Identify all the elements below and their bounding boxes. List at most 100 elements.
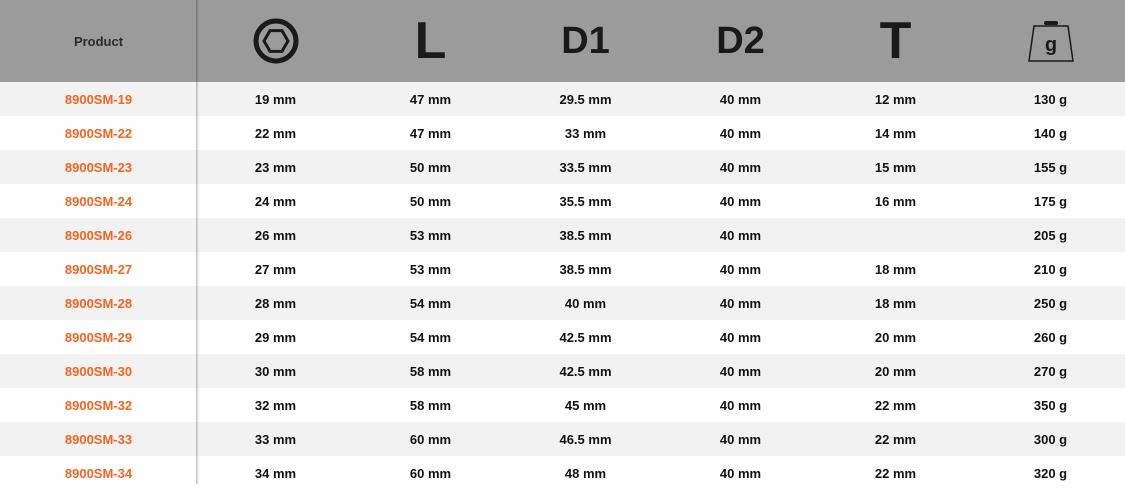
cell-length: 47 mm: [409, 91, 452, 107]
cell-d1: 48 mm: [564, 465, 607, 481]
cell-hex-size: 32 mm: [254, 397, 297, 413]
cell-hex-size: 30 mm: [254, 363, 297, 379]
cell-weight: 320 g: [1033, 465, 1068, 481]
cell-d1: 45 mm: [564, 397, 607, 413]
header-hex-size: [198, 0, 353, 82]
cell-hex-size: 29 mm: [254, 329, 297, 345]
product-link[interactable]: 8900SM-33: [64, 431, 133, 447]
cell-d1: 42.5 mm: [559, 363, 612, 379]
product-link[interactable]: 8900SM-22: [64, 125, 133, 141]
cell-weight: 155 g: [1033, 159, 1068, 175]
cell-length: 60 mm: [409, 465, 452, 481]
header-label-d1: D1: [561, 19, 610, 62]
cell-d2: 40 mm: [719, 261, 762, 277]
header-d1: D1: [508, 0, 663, 82]
cell-length: 50 mm: [409, 193, 452, 209]
product-link[interactable]: 8900SM-32: [64, 397, 133, 413]
cell-d1: 46.5 mm: [559, 431, 612, 447]
cell-t: 14 mm: [874, 125, 917, 141]
cell-weight: 175 g: [1033, 193, 1068, 209]
cell-weight: 270 g: [1033, 363, 1068, 379]
cell-t: 22 mm: [874, 465, 917, 481]
header-label-l: L: [414, 12, 447, 70]
cell-hex-size: 22 mm: [254, 125, 297, 141]
cell-d1: 40 mm: [564, 295, 607, 311]
cell-length: 53 mm: [409, 227, 452, 243]
header-t: T: [818, 0, 973, 82]
weight-icon: g: [1027, 21, 1074, 62]
header-label-d2: D2: [716, 19, 765, 62]
cell-t: 18 mm: [874, 295, 917, 311]
cell-d1: 29.5 mm: [559, 91, 612, 107]
cell-d1: 42.5 mm: [559, 329, 612, 345]
cell-t: 22 mm: [874, 431, 917, 447]
cell-t: 20 mm: [874, 329, 917, 345]
cell-d1: 38.5 mm: [559, 227, 612, 243]
product-link[interactable]: 8900SM-29: [64, 329, 133, 345]
hexagon-socket-icon: [253, 18, 298, 64]
cell-d2: 40 mm: [719, 227, 762, 243]
table-row: 8900SM-30 30 mm 58 mm 42.5 mm 40 mm 20 mm 270 …: [0, 354, 1125, 388]
cell-d1: 33.5 mm: [559, 159, 612, 175]
cell-hex-size: 34 mm: [254, 465, 297, 481]
cell-d2: 40 mm: [719, 431, 762, 447]
table-row: 8900SM-29 29 mm 54 mm 42.5 mm 40 mm 20 mm 260 …: [0, 320, 1125, 354]
cell-weight: 350 g: [1033, 397, 1068, 413]
table-row: 8900SM-22 22 mm 47 mm 33 mm 40 mm 14 mm 140 g: [0, 116, 1125, 150]
cell-d2: 40 mm: [719, 295, 762, 311]
cell-hex-size: 24 mm: [254, 193, 297, 209]
cell-d2: 40 mm: [719, 159, 762, 175]
cell-hex-size: 26 mm: [254, 227, 297, 243]
table-row: 8900SM-23 23 mm 50 mm 33.5 mm 40 mm 15 mm 155 …: [0, 150, 1125, 184]
header-weight: g: [973, 0, 1125, 82]
cell-hex-size: 23 mm: [254, 159, 297, 175]
cell-weight: 130 g: [1033, 91, 1068, 107]
table-row: 8900SM-28 28 mm 54 mm 40 mm 40 mm 18 mm 250 g: [0, 286, 1125, 320]
cell-hex-size: 19 mm: [254, 91, 297, 107]
table-row: 8900SM-33 33 mm 60 mm 46.5 mm 40 mm 22 mm 300 …: [0, 422, 1125, 456]
table-header: Product L D1 D2 T g: [0, 0, 1125, 82]
table-row: 8900SM-24 24 mm 50 mm 35.5 mm 40 mm 16 mm 175 …: [0, 184, 1125, 218]
cell-d1: 38.5 mm: [559, 261, 612, 277]
cell-length: 54 mm: [409, 329, 452, 345]
table-row: 8900SM-27 27 mm 53 mm 38.5 mm 40 mm 18 mm 210 …: [0, 252, 1125, 286]
header-label-t: T: [879, 12, 912, 70]
cell-length: 58 mm: [409, 363, 452, 379]
product-link[interactable]: 8900SM-19: [64, 91, 133, 107]
cell-d1: 35.5 mm: [559, 193, 612, 209]
cell-t: 15 mm: [874, 159, 917, 175]
table-row: 8900SM-19 19 mm 47 mm 29.5 mm 40 mm 12 mm 130 …: [0, 82, 1125, 116]
cell-hex-size: 33 mm: [254, 431, 297, 447]
product-link[interactable]: 8900SM-23: [64, 159, 133, 175]
product-link[interactable]: 8900SM-28: [64, 295, 133, 311]
header-d2: D2: [663, 0, 818, 82]
weight-unit-label: g: [1044, 34, 1056, 56]
cell-length: 54 mm: [409, 295, 452, 311]
cell-d2: 40 mm: [719, 91, 762, 107]
cell-weight: 210 g: [1033, 261, 1068, 277]
cell-weight: 140 g: [1033, 125, 1068, 141]
cell-t: 22 mm: [874, 397, 917, 413]
header-length: L: [353, 0, 508, 82]
cell-d2: 40 mm: [719, 363, 762, 379]
table-body: 8900SM-19 19 mm 47 mm 29.5 mm 40 mm 12 mm 130 …: [0, 82, 1125, 490]
cell-weight: 300 g: [1033, 431, 1068, 447]
product-link[interactable]: 8900SM-26: [64, 227, 133, 243]
cell-length: 60 mm: [409, 431, 452, 447]
cell-weight: 260 g: [1033, 329, 1068, 345]
cell-d2: 40 mm: [719, 329, 762, 345]
table-row: 8900SM-26 26 mm 53 mm 38.5 mm 40 mm 205 g: [0, 218, 1125, 252]
product-link[interactable]: 8900SM-30: [64, 363, 133, 379]
cell-d2: 40 mm: [719, 125, 762, 141]
cell-length: 50 mm: [409, 159, 452, 175]
product-link[interactable]: 8900SM-27: [64, 261, 133, 277]
cell-d2: 40 mm: [719, 465, 762, 481]
cell-weight: 205 g: [1033, 227, 1068, 243]
product-link[interactable]: 8900SM-34: [64, 465, 133, 481]
cell-d2: 40 mm: [719, 397, 762, 413]
product-link[interactable]: 8900SM-24: [64, 193, 133, 209]
cell-t: 12 mm: [874, 91, 917, 107]
cell-t: 16 mm: [874, 193, 917, 209]
cell-t: 20 mm: [874, 363, 917, 379]
